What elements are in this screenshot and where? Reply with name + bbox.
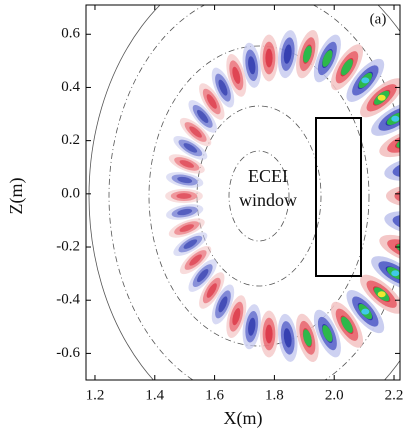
mode-blob bbox=[179, 160, 194, 168]
y-tick-label: -0.4 bbox=[56, 292, 80, 308]
annotation: ECEI bbox=[248, 166, 288, 186]
mode-blob bbox=[206, 94, 217, 109]
mode-field bbox=[88, 5, 410, 380]
y-tick-label: 0.6 bbox=[61, 26, 80, 42]
plot-frame bbox=[85, 4, 401, 381]
mode-blob bbox=[386, 186, 400, 206]
mode-peak bbox=[391, 270, 400, 277]
x-tick-label: 2.0 bbox=[325, 387, 344, 403]
mode-core bbox=[303, 45, 312, 63]
mode-core bbox=[341, 59, 353, 76]
mode-peak bbox=[402, 246, 410, 252]
mode-blob bbox=[283, 44, 292, 64]
mode-blob bbox=[196, 269, 209, 283]
mode-blob bbox=[283, 328, 292, 348]
mode-blob bbox=[196, 109, 209, 123]
mode-core bbox=[322, 325, 333, 342]
flux-surface bbox=[88, 5, 400, 380]
y-tick-label: 0.2 bbox=[61, 132, 80, 148]
mode-blob bbox=[232, 66, 241, 84]
x-tick-label: 1.6 bbox=[205, 387, 224, 403]
mode-blob bbox=[179, 224, 194, 232]
x-tick-label: 1.4 bbox=[145, 387, 164, 403]
flux-surface bbox=[108, 5, 400, 380]
flux-surface bbox=[196, 105, 322, 287]
ecei-window-box bbox=[315, 117, 362, 277]
mode-peak bbox=[402, 140, 410, 146]
mode-blob bbox=[183, 143, 198, 153]
y-tick-label: -0.2 bbox=[56, 238, 80, 254]
annotation: window bbox=[239, 190, 297, 210]
x-tick-label: 1.8 bbox=[265, 387, 284, 403]
flux-surface bbox=[228, 150, 290, 242]
mode-blob bbox=[248, 317, 256, 336]
mode-blob bbox=[177, 176, 193, 184]
mode-blob bbox=[265, 48, 273, 68]
mode-blob bbox=[177, 208, 193, 216]
x-tick-label: 2.2 bbox=[385, 387, 404, 403]
mode-blob bbox=[394, 190, 400, 202]
mode-blob bbox=[189, 126, 202, 138]
y-axis-label: Z(m) bbox=[6, 178, 27, 215]
mode-blob bbox=[218, 296, 228, 313]
panel-label: (a) bbox=[370, 11, 387, 27]
mode-core bbox=[401, 163, 410, 175]
mode-blob bbox=[206, 283, 217, 298]
mode-blob bbox=[189, 254, 202, 266]
mode-blob bbox=[400, 162, 410, 175]
mode-peak bbox=[361, 308, 370, 315]
mode-core bbox=[322, 50, 333, 67]
mode-blob bbox=[176, 193, 192, 199]
mode-blob bbox=[183, 239, 198, 249]
mode-blob bbox=[232, 308, 241, 326]
mode-core bbox=[401, 217, 410, 229]
mode-blob bbox=[265, 324, 273, 344]
x-axis-label: X(m) bbox=[224, 408, 263, 429]
mode-core bbox=[404, 192, 410, 201]
mode-peak bbox=[361, 77, 370, 84]
mode-blob bbox=[248, 56, 256, 75]
mode-blob bbox=[400, 217, 410, 230]
y-tick-label: 0.0 bbox=[61, 185, 80, 201]
mode-core bbox=[303, 329, 312, 347]
x-tick-label: 1.2 bbox=[86, 387, 105, 403]
y-tick-label: 0.4 bbox=[61, 79, 80, 95]
mode-blob bbox=[218, 79, 228, 96]
mode-peak bbox=[377, 291, 386, 298]
mode-blob bbox=[403, 192, 410, 201]
mode-peak bbox=[391, 115, 400, 122]
y-tick-label: -0.6 bbox=[56, 345, 80, 361]
mode-peak bbox=[377, 94, 386, 101]
flux-surface bbox=[148, 45, 370, 347]
mode-core bbox=[341, 316, 353, 333]
